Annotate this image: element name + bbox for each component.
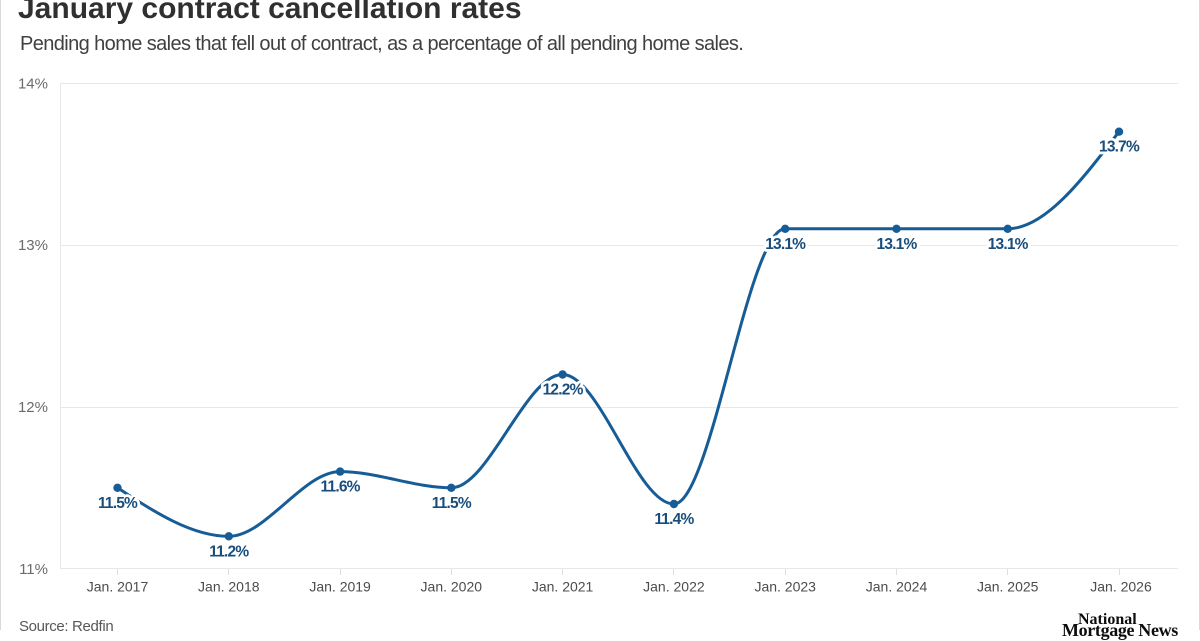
svg-text:14%: 14% (18, 75, 48, 92)
svg-text:13.7%: 13.7% (1099, 139, 1140, 156)
svg-text:13.1%: 13.1% (988, 236, 1029, 253)
svg-text:Jan. 2021: Jan. 2021 (532, 578, 594, 594)
svg-text:Jan. 2020: Jan. 2020 (421, 578, 483, 594)
svg-text:Jan. 2022: Jan. 2022 (643, 578, 705, 594)
svg-text:Jan. 2026: Jan. 2026 (1090, 578, 1152, 594)
svg-text:Jan. 2023: Jan. 2023 (754, 578, 816, 594)
svg-text:Jan. 2018: Jan. 2018 (198, 578, 260, 594)
svg-text:Jan. 2025: Jan. 2025 (977, 578, 1039, 594)
svg-text:11.4%: 11.4% (654, 511, 694, 528)
svg-text:13.1%: 13.1% (877, 236, 918, 253)
svg-text:Jan. 2019: Jan. 2019 (309, 578, 371, 594)
svg-text:12%: 12% (18, 399, 48, 416)
svg-text:11.5%: 11.5% (98, 495, 138, 512)
svg-text:12.2%: 12.2% (543, 382, 584, 399)
svg-text:Jan. 2024: Jan. 2024 (866, 578, 928, 594)
svg-text:11.6%: 11.6% (321, 479, 361, 496)
svg-text:13%: 13% (18, 237, 48, 254)
svg-text:11.5%: 11.5% (432, 495, 472, 512)
svg-text:13.1%: 13.1% (765, 236, 806, 253)
svg-text:11%: 11% (19, 561, 48, 578)
svg-text:11.2%: 11.2% (209, 543, 249, 560)
svg-text:Jan. 2017: Jan. 2017 (87, 578, 149, 594)
